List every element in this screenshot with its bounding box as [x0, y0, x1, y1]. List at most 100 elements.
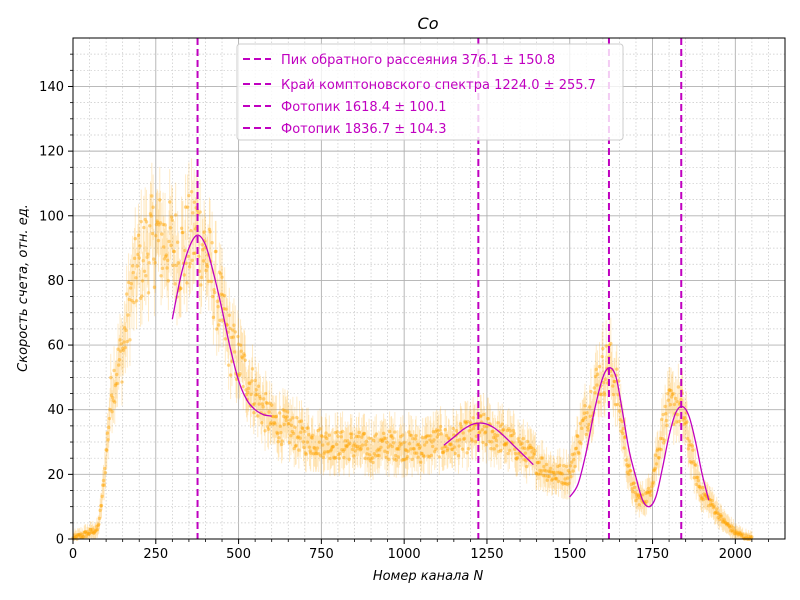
data-point: [112, 368, 116, 373]
data-point: [322, 450, 327, 454]
data-point: [585, 411, 589, 415]
data-point: [391, 436, 395, 440]
data-point: [220, 293, 225, 297]
data-point: [377, 453, 381, 458]
data-point: [346, 442, 351, 446]
data-point: [207, 227, 212, 231]
data-point: [509, 433, 513, 438]
data-point: [592, 386, 596, 390]
data-point: [123, 345, 128, 350]
data-point: [167, 200, 172, 204]
data-point: [503, 441, 508, 446]
data-point: [636, 494, 641, 498]
data-point: [485, 416, 490, 421]
data-point: [507, 448, 512, 453]
data-point: [522, 457, 526, 462]
data-point: [366, 447, 370, 451]
data-point: [381, 438, 385, 442]
data-point: [390, 444, 394, 449]
data-point: [663, 404, 667, 409]
data-point: [575, 434, 579, 438]
data-point: [397, 444, 402, 448]
data-point: [341, 449, 345, 453]
data-point: [379, 445, 383, 449]
legend: Пик обратного рассеяния 376.1 ± 150.8 Кр…: [236, 43, 624, 141]
data-point: [387, 429, 392, 434]
data-point: [228, 326, 232, 331]
data-point: [91, 531, 96, 535]
data-point: [543, 474, 547, 478]
data-point: [360, 435, 364, 439]
data-point: [246, 390, 250, 395]
x-tick-label: 1750: [636, 547, 669, 562]
data-point: [593, 374, 598, 379]
data-point: [382, 436, 386, 440]
data-point: [424, 434, 428, 439]
data-point: [715, 507, 719, 511]
legend-entry-3: Фотопик 1618.4 ± 100.1: [281, 100, 446, 115]
data-point: [613, 403, 618, 407]
data-point: [389, 434, 394, 438]
data-point: [461, 431, 465, 435]
data-point: [317, 440, 322, 444]
data-point: [86, 532, 90, 536]
data-point: [364, 439, 369, 444]
data-point: [111, 398, 116, 403]
y-tick-label: 120: [39, 145, 64, 160]
data-point: [435, 435, 439, 439]
data-point: [442, 449, 446, 454]
data-point: [545, 478, 549, 482]
data-point: [258, 394, 262, 399]
data-point: [568, 464, 573, 468]
data-point: [413, 451, 417, 455]
data-point: [533, 448, 538, 453]
data-point: [103, 466, 107, 471]
data-point: [727, 523, 731, 528]
data-point: [532, 451, 537, 455]
data-point: [105, 448, 109, 452]
data-point: [148, 212, 153, 216]
data-point: [213, 249, 218, 254]
data-point: [667, 388, 671, 392]
data-point: [305, 426, 309, 430]
data-point: [725, 522, 730, 526]
data-point: [524, 459, 528, 463]
data-point: [92, 531, 96, 535]
data-point: [104, 448, 108, 452]
data-point: [358, 444, 362, 449]
data-point: [300, 426, 304, 430]
data-point: [658, 447, 662, 451]
data-point: [508, 429, 512, 433]
data-point: [247, 381, 251, 385]
data-point: [540, 469, 544, 473]
data-point: [613, 379, 617, 384]
data-point: [339, 435, 343, 439]
data-point: [537, 460, 541, 465]
data-point: [81, 535, 86, 539]
data-point: [604, 344, 608, 348]
data-point: [329, 447, 334, 452]
data-point: [557, 470, 561, 474]
data-point: [532, 452, 536, 457]
data-point: [716, 515, 720, 520]
data-point: [303, 429, 307, 434]
data-point: [411, 437, 415, 441]
data-point: [312, 445, 316, 450]
data-point: [142, 225, 146, 230]
data-point: [95, 524, 99, 529]
data-point: [289, 423, 294, 427]
data-point: [107, 416, 112, 421]
data-point: [463, 420, 467, 424]
data-point: [193, 227, 198, 231]
data-point: [249, 392, 253, 397]
data-point: [576, 450, 581, 455]
data-point: [134, 299, 139, 303]
data-point: [721, 520, 725, 524]
data-point: [137, 256, 141, 260]
data-point: [544, 462, 549, 467]
data-point: [646, 491, 650, 495]
data-point: [625, 470, 630, 474]
data-point: [231, 335, 235, 339]
